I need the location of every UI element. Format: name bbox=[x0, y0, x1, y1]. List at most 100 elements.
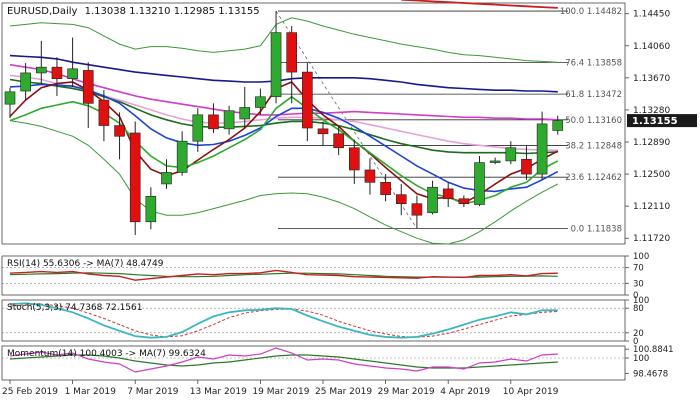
price-tick-label-1: 1.14060 bbox=[633, 42, 670, 52]
time-tick-label-8: 10 Apr 2019 bbox=[503, 387, 559, 397]
stoch-tick-label-3: 0 bbox=[633, 337, 638, 347]
stoch-tick-label-1: 80 bbox=[633, 304, 644, 314]
stoch-tick-label-2: 20 bbox=[633, 329, 644, 339]
candle-body-23 bbox=[364, 169, 376, 183]
candle-body-10 bbox=[161, 172, 172, 185]
candle-body-15 bbox=[239, 107, 251, 120]
candle-body-27 bbox=[427, 186, 438, 214]
time-tick-label-1: 1 Mar 2019 bbox=[65, 387, 117, 397]
rsi-tick-label-2: 70 bbox=[633, 264, 644, 274]
stoch-label: Stoch(5,3,3) 74.7368 72.1561 bbox=[7, 303, 142, 313]
candle-body-7 bbox=[114, 125, 125, 137]
time-tick-label-2: 7 Mar 2019 bbox=[127, 387, 179, 397]
momentum-panel-frame bbox=[1, 345, 626, 381]
candle-body-8 bbox=[129, 132, 141, 223]
fibonacci-levels: 100.0 1.14482 76.4 1.13858 61.8 1.13472 50.… bbox=[275, 7, 622, 235]
stoch-panel-frame bbox=[1, 299, 626, 342]
price-tick-label-3: 1.13280 bbox=[633, 106, 670, 116]
candle-body-2 bbox=[35, 66, 47, 74]
candle-body-6 bbox=[98, 99, 110, 126]
price-tick-label-6: 1.12110 bbox=[633, 202, 670, 212]
price-tick-label-7: 1.11720 bbox=[633, 234, 670, 244]
candle-body-32 bbox=[505, 147, 517, 162]
candle-body-19 bbox=[302, 71, 313, 129]
rsi-panel: 100 0 70 30 RSI(14) 55.6306 -> MA(7) 48.474… bbox=[1, 252, 649, 301]
overlay-ma-red-top bbox=[401, 0, 558, 9]
time-tick-label-7: 4 Apr 2019 bbox=[440, 387, 490, 397]
overlay-ma-magenta bbox=[9, 63, 558, 121]
candle-body-28 bbox=[442, 188, 454, 200]
candlesticks bbox=[4, 11, 564, 235]
candle-body-9 bbox=[145, 195, 157, 223]
candle-body-22 bbox=[348, 147, 360, 171]
price-tick-label-0: 1.14450 bbox=[633, 10, 670, 20]
fib-label-4: 38.2 1.12848 bbox=[565, 141, 622, 151]
candle-body-34 bbox=[536, 123, 548, 175]
price-tick-label-2: 1.13670 bbox=[633, 74, 670, 84]
overlay-ma-darkblue bbox=[9, 54, 558, 93]
rsi-axis: 100 0 70 30 bbox=[625, 252, 649, 301]
price-tick-label-5: 1.12500 bbox=[633, 170, 670, 180]
price-tick-label-4: 1.12890 bbox=[633, 138, 670, 148]
candle-body-33 bbox=[521, 158, 532, 175]
candle-body-12 bbox=[192, 114, 204, 142]
candle-body-11 bbox=[176, 140, 188, 173]
rsi-tick-label-1: 0 bbox=[633, 291, 638, 301]
stoch-k-line bbox=[9, 302, 558, 339]
overlay-ema-blue bbox=[9, 83, 559, 193]
fib-label-3: 50.0 1.13160 bbox=[565, 116, 622, 126]
fib-label-0: 100.0 1.14482 bbox=[560, 7, 622, 17]
momentum-label: Momentum(14) 100.4003 -> MA(7) 99.6324 bbox=[7, 349, 206, 359]
momentum-tick-label-1: 100 bbox=[633, 354, 649, 364]
candle-body-25 bbox=[395, 194, 407, 204]
price-panel: 100.0 1.14482 76.4 1.13858 61.8 1.13472 50.… bbox=[1, 0, 697, 245]
momentum-tick-label-2: 98.4678 bbox=[633, 369, 668, 379]
momentum-lines bbox=[2, 347, 625, 373]
candle-body-16 bbox=[255, 96, 266, 108]
candle-body-14 bbox=[223, 110, 235, 130]
candle-body-20 bbox=[317, 128, 329, 135]
price-axis: 1.14450 1.14060 1.13670 1.13280 1.12890 1.125… bbox=[625, 10, 670, 244]
overlay-bb-lower bbox=[9, 120, 559, 245]
candle-body-26 bbox=[411, 203, 423, 216]
rsi-lines bbox=[2, 267, 625, 284]
ohlc-readout: 1.13038 1.13210 1.12985 1.13155 bbox=[85, 6, 260, 17]
rsi-panel-frame bbox=[1, 255, 626, 296]
time-axis: 25 Feb 2019 1 Mar 2019 7 Mar 2019 13 Mar 20… bbox=[2, 380, 559, 397]
candle-body-21 bbox=[333, 133, 344, 149]
last-price-marker: 1.13155 bbox=[627, 114, 697, 128]
time-tick-label-5: 25 Mar 2019 bbox=[315, 387, 372, 397]
momentum-tick-label-0: 100.8841 bbox=[633, 345, 674, 355]
candle-body-17 bbox=[270, 32, 282, 98]
last-price-label: 1.13155 bbox=[632, 116, 678, 127]
candle-body-29 bbox=[458, 198, 470, 204]
candle-body-4 bbox=[67, 68, 78, 79]
stoch-d-line bbox=[9, 303, 558, 338]
candle-body-24 bbox=[380, 182, 391, 195]
price-panel-frame bbox=[1, 2, 626, 245]
momentum-line bbox=[9, 347, 558, 373]
candle-body-18 bbox=[286, 32, 298, 73]
time-tick-label-3: 13 Mar 2019 bbox=[190, 387, 247, 397]
candle-body-13 bbox=[208, 114, 219, 130]
time-tick-label-6: 29 Mar 2019 bbox=[378, 387, 435, 397]
candle-body-35 bbox=[552, 120, 564, 131]
candle-body-5 bbox=[82, 70, 94, 104]
candle-body-3 bbox=[51, 66, 63, 79]
time-tick-label-4: 19 Mar 2019 bbox=[252, 387, 309, 397]
stoch-tick-label-0: 100 bbox=[633, 296, 649, 306]
fib-label-2: 61.8 1.13472 bbox=[565, 90, 622, 100]
rsi-label: RSI(14) 55.6306 -> MA(7) 48.4749 bbox=[7, 259, 164, 269]
fib-label-5: 23.6 1.12462 bbox=[565, 173, 622, 183]
rsi-tick-label-3: 30 bbox=[633, 279, 644, 289]
candle-body-0 bbox=[4, 91, 16, 105]
fib-trendline bbox=[275, 10, 418, 229]
rsi-line bbox=[9, 269, 558, 281]
stoch-lines bbox=[2, 302, 625, 339]
chart-title: EURUSD,Daily 1.13038 1.13210 1.12985 1.1… bbox=[7, 6, 260, 17]
candle-body-1 bbox=[20, 72, 31, 92]
